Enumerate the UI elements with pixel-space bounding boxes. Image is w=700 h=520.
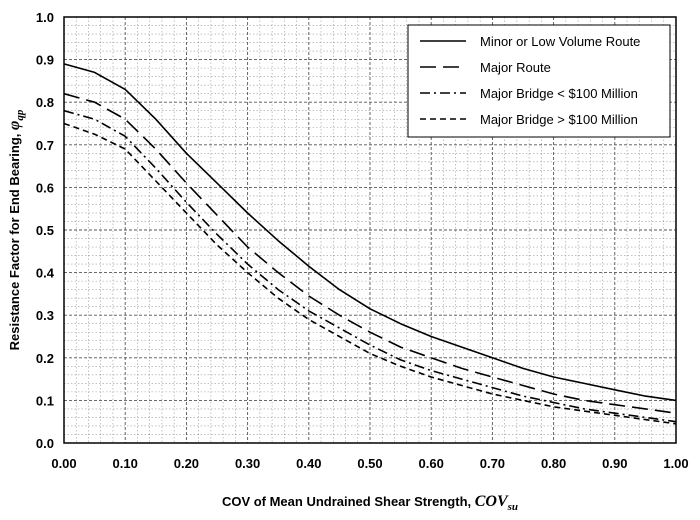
plot-frame (63, 16, 677, 444)
y-tick-label: 0.3 (36, 308, 54, 323)
legend-label-2: Major Route (480, 60, 551, 75)
y-tick-label: 0.4 (36, 266, 55, 281)
x-tick-label: 1.00 (663, 456, 688, 471)
x-tick-label: 0.70 (480, 456, 505, 471)
legend-label-3: Major Bridge < $100 Million (480, 86, 638, 101)
y-tick-label: 0.7 (36, 138, 54, 153)
y-axis-ticks: 0.0 0.1 0.2 0.3 0.4 0.5 0.6 0.7 0.8 0.9 1.0 (36, 10, 55, 451)
legend-label-4: Major Bridge > $100 Million (480, 112, 638, 127)
grid-major (64, 17, 676, 443)
y-tick-label: 0.2 (36, 351, 54, 366)
x-tick-label: 0.20 (174, 456, 199, 471)
y-tick-label: 0.6 (36, 180, 54, 195)
series-line-1 (63, 63, 677, 402)
y-tick-label: 0.0 (36, 436, 54, 451)
x-tick-label: 0.50 (357, 456, 382, 471)
x-tick-label: 0.30 (235, 456, 260, 471)
y-axis-title: Resistance Factor for End Bearing, φqp (6, 109, 26, 350)
y-tick-label: 0.9 (36, 53, 54, 68)
x-tick-label: 0.40 (296, 456, 321, 471)
y-tick-label: 0.8 (36, 95, 54, 110)
x-tick-label: 0.10 (113, 456, 138, 471)
x-tick-label: 0.80 (541, 456, 566, 471)
legend-label-1: Minor or Low Volume Route (480, 34, 640, 49)
y-tick-label: 0.5 (36, 223, 54, 238)
x-axis-ticks: 0.00 0.10 0.20 0.30 0.40 0.50 0.60 0.70 0.80 0.90… (51, 456, 688, 471)
y-tick-label: 0.1 (36, 393, 54, 408)
series-line-4 (63, 122, 677, 425)
legend: Minor or Low Volume Route Major Route Majo… (407, 24, 671, 138)
x-tick-label: 0.90 (602, 456, 627, 471)
x-tick-label: 0.00 (51, 456, 76, 471)
x-axis-title: COV of Mean Undrained Shear Strength, CO… (222, 493, 518, 513)
series-layer (63, 63, 677, 425)
x-tick-label: 0.60 (419, 456, 444, 471)
y-tick-label: 1.0 (36, 10, 54, 25)
series-line-2 (63, 92, 677, 414)
series-line-3 (63, 109, 677, 423)
